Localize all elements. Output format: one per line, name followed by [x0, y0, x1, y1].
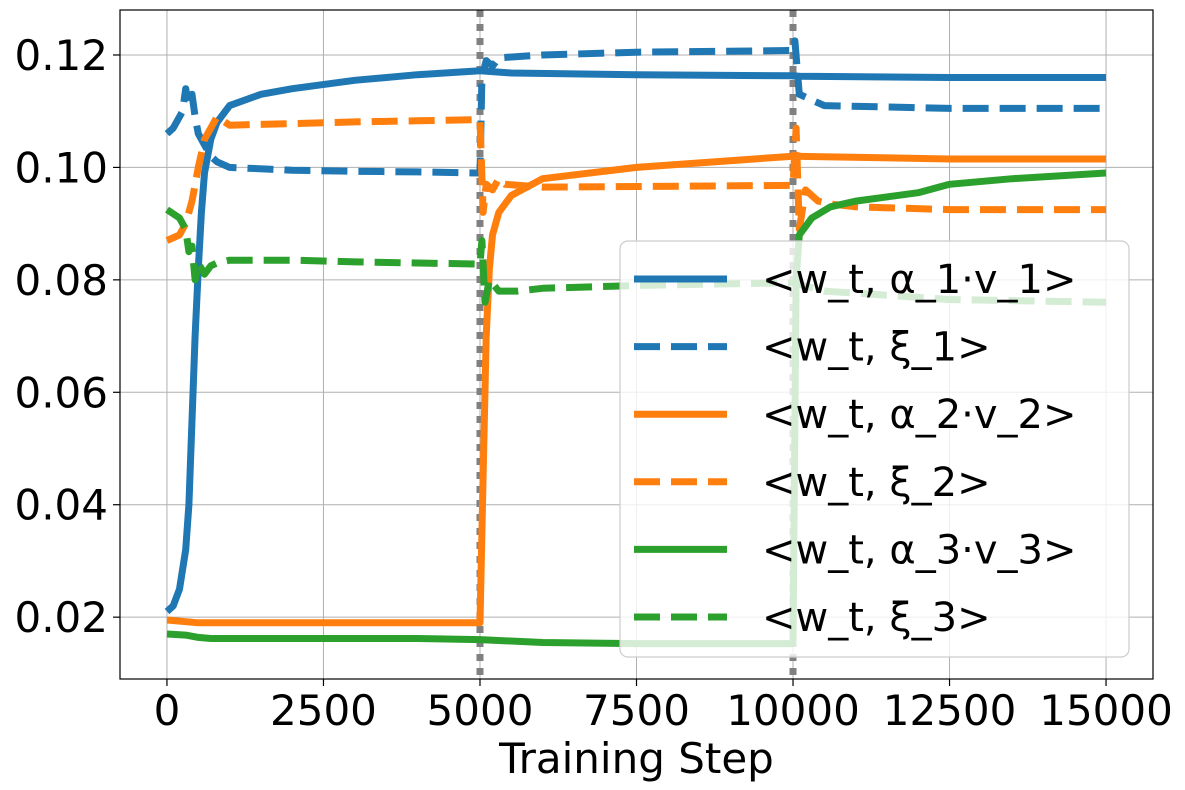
- y-tick-label: 0.12: [14, 31, 108, 80]
- x-tick-label: 0: [154, 686, 181, 735]
- x-tick-label: 2500: [270, 686, 377, 735]
- x-tick-label: 12500: [883, 686, 1017, 735]
- series-line-2: [164, 37, 1106, 177]
- series-line-1: [164, 67, 1106, 615]
- x-axis-label: Training Step: [498, 734, 774, 783]
- legend: <w_t, α_1·v_1> <w_t, ξ_1> <w_t, α_2·v_2> <w…: [619, 240, 1130, 658]
- legend-label: <w_t, α_3·v_3>: [762, 527, 1077, 573]
- legend-label: <w_t, α_2·v_2>: [762, 392, 1077, 438]
- legend-box: [619, 240, 1130, 658]
- x-tick-label: 7500: [583, 686, 690, 735]
- y-tick-label: 0.02: [14, 593, 108, 642]
- series-line-4: [165, 113, 1106, 244]
- x-axis-ticks: 0 2500 5000 7500 10000 12500 15000: [154, 679, 1173, 735]
- legend-label: <w_t, ξ_3>: [762, 595, 991, 641]
- x-tick-label: 15000: [1039, 686, 1173, 735]
- y-axis-ticks: 0.02 0.04 0.06 0.08 0.10 0.12: [14, 31, 120, 642]
- legend-label: <w_t, ξ_2>: [762, 460, 991, 506]
- y-tick-label: 0.08: [14, 256, 108, 305]
- x-tick-label: 10000: [726, 686, 860, 735]
- legend-label: <w_t, ξ_1>: [762, 325, 991, 371]
- y-tick-label: 0.06: [14, 368, 108, 417]
- y-tick-label: 0.10: [14, 143, 108, 192]
- y-tick-label: 0.04: [14, 481, 108, 530]
- legend-label: <w_t, α_1·v_1>: [762, 257, 1077, 303]
- x-tick-label: 5000: [427, 686, 534, 735]
